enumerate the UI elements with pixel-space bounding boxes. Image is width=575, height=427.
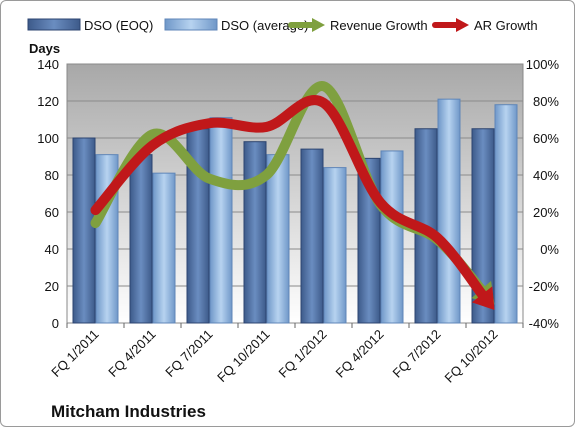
y-axis-ticks: 0 20 40 60 80 100 120 140 — [37, 57, 59, 331]
y-tick-label: 140 — [37, 57, 59, 72]
bar-dso-average — [380, 150, 404, 324]
legend-arrow-revenue-growth — [288, 18, 325, 32]
y-axis-title: Days — [29, 41, 60, 56]
growth-lines — [90, 81, 495, 311]
y2-tick-label: 60% — [533, 131, 559, 146]
x-tick-label: FQ 7/2011 — [162, 327, 215, 380]
bar-dso-eoq — [243, 141, 267, 324]
x-tick-label: FQ 7/2012 — [390, 327, 444, 381]
y2-tick-label: 0% — [540, 242, 559, 257]
y-tick-label: 80 — [45, 168, 59, 183]
x-tick-label: FQ 10/2011 — [214, 327, 272, 385]
bar-dso-eoq — [129, 154, 153, 324]
x-tick-label: FQ 4/2011 — [105, 327, 158, 380]
bar-dso-average — [152, 172, 176, 324]
y2-tick-label: 40% — [533, 168, 559, 183]
bar-dso-average — [266, 154, 290, 324]
x-tick-label: FQ 1/2012 — [276, 327, 330, 381]
company-name: Mitcham Industries — [51, 402, 206, 421]
legend-label-ar-growth: AR Growth — [474, 18, 538, 33]
legend-label-revenue-growth: Revenue Growth — [330, 18, 428, 33]
legend: DSO (EOQ) DSO (average) Revenue Growth A… — [27, 18, 538, 33]
y-tick-label: 0 — [52, 316, 59, 331]
legend-arrow-ar-growth — [432, 18, 469, 32]
y2-axis-ticks: -40% -20% 0% 20% 40% 60% 80% 100% — [526, 57, 560, 331]
legend-swatch-dso-average — [164, 18, 218, 31]
bar-dso-average — [323, 167, 347, 324]
y2-tick-label: -40% — [529, 316, 560, 331]
y2-tick-label: -20% — [529, 279, 560, 294]
legend-swatch-dso-eoq — [27, 18, 81, 31]
bar-dso-eoq — [300, 148, 324, 324]
legend-label-dso-average: DSO (average) — [221, 18, 308, 33]
bar-dso-eoq — [72, 137, 96, 324]
legend-label-dso-eoq: DSO (EOQ) — [84, 18, 153, 33]
y2-tick-label: 80% — [533, 94, 559, 109]
line-ar-growth — [90, 95, 488, 300]
bar-dso-eoq — [471, 128, 495, 324]
bar-dso-average — [494, 104, 518, 324]
x-tick-label: FQ 10/2012 — [441, 327, 500, 386]
bar-dso-average — [209, 117, 233, 324]
y-tick-label: 40 — [45, 242, 59, 257]
y-tick-label: 20 — [45, 279, 59, 294]
y-tick-label: 100 — [37, 131, 59, 146]
x-tick-label: FQ 4/2012 — [333, 327, 387, 381]
y-tick-label: 60 — [45, 205, 59, 220]
y2-tick-label: 100% — [526, 57, 560, 72]
bar-dso-average — [437, 98, 461, 324]
x-tick-label: FQ 1/2011 — [48, 327, 101, 380]
y-tick-label: 120 — [37, 94, 59, 109]
y2-tick-label: 20% — [533, 205, 559, 220]
arrowhead-ar-growth — [471, 286, 495, 311]
